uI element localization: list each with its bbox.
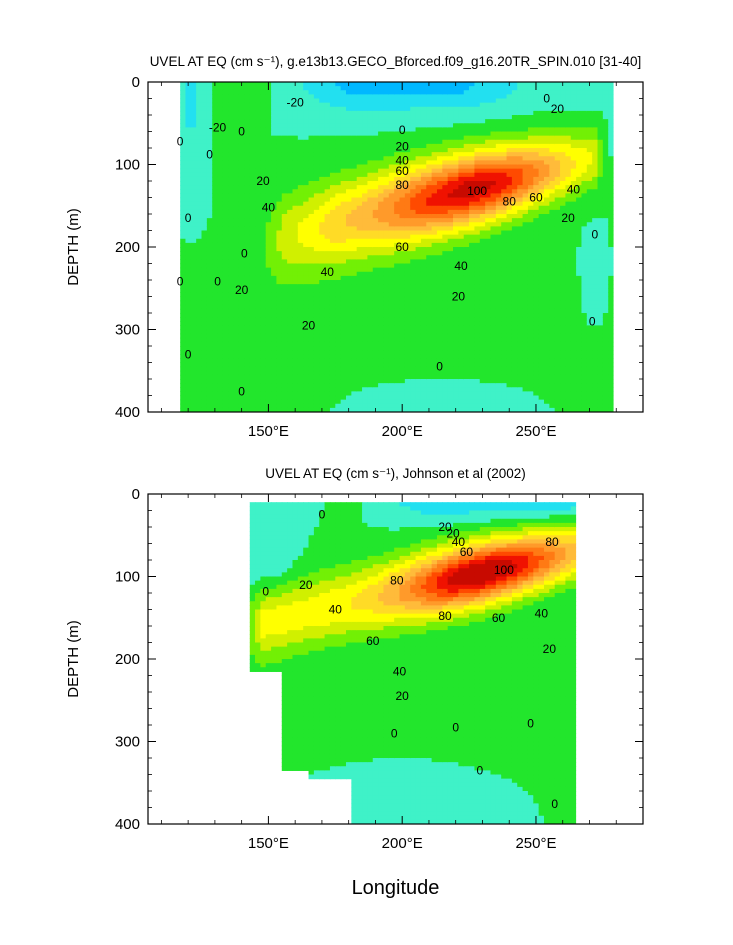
- y-tick-label: 0: [132, 74, 140, 91]
- contour-label: 80: [545, 535, 559, 549]
- contour-label: 20: [299, 578, 313, 592]
- contour-label: 0: [527, 716, 534, 730]
- contour-label: 0: [391, 726, 398, 740]
- contour-label: 40: [262, 200, 276, 214]
- contour-label: 80: [503, 195, 517, 209]
- contour-label: 20: [256, 174, 270, 188]
- y-tick-label: 100: [115, 569, 140, 586]
- contour-label: 20: [396, 139, 410, 153]
- x-tick-label: 250°E: [515, 423, 556, 440]
- contour-label: 40: [396, 153, 410, 167]
- contour-label: 100: [494, 563, 514, 577]
- contour-label: 20: [543, 642, 557, 656]
- y-tick-label: 400: [115, 404, 140, 421]
- contour-label: -20: [209, 120, 227, 134]
- y-tick-label: 200: [115, 651, 140, 668]
- contour-label: 0: [185, 347, 192, 361]
- contour-label: 60: [396, 240, 410, 254]
- contour-label: 60: [460, 545, 474, 559]
- x-tick-label: 200°E: [382, 835, 423, 852]
- x-tick-label: 150°E: [248, 423, 289, 440]
- contour-label: 20: [438, 520, 452, 534]
- contour-label: 0: [476, 763, 483, 777]
- panel-observations: UVEL AT EQ (cm s⁻¹), Johnson et al (2002…: [65, 466, 644, 899]
- x-axis-label: Longitude: [352, 877, 440, 899]
- contour-label: 40: [393, 664, 407, 678]
- contour-label: 0: [185, 211, 192, 225]
- contour-label: 0: [399, 123, 406, 137]
- contour-fill: [249, 502, 577, 824]
- contour-label: 0: [241, 247, 248, 261]
- contour-label: 0: [262, 584, 269, 598]
- contour-label: 20: [235, 283, 249, 297]
- contour-label: 100: [467, 184, 487, 198]
- contour-label: 40: [452, 535, 466, 549]
- contour-label: 40: [329, 603, 343, 617]
- contour-label: 0: [551, 797, 558, 811]
- contour-label: 80: [438, 609, 452, 623]
- contour-label: 0: [319, 508, 326, 522]
- contour-label: 60: [396, 164, 410, 178]
- contour-label: 80: [396, 178, 410, 192]
- contour-label: 0: [543, 92, 550, 106]
- x-tick-label: 150°E: [248, 835, 289, 852]
- contour-label: 80: [390, 574, 404, 588]
- contour-label: 20: [446, 527, 460, 541]
- y-tick-label: 100: [115, 157, 140, 174]
- contour-label: 20: [561, 211, 575, 225]
- x-tick-label: 200°E: [382, 423, 423, 440]
- contour-label: 60: [529, 191, 543, 205]
- y-axis-label: DEPTH (m): [65, 208, 82, 286]
- contour-label: 0: [436, 360, 443, 374]
- contour-label: 20: [302, 318, 316, 332]
- contour-label: 20: [452, 290, 466, 304]
- y-tick-label: 200: [115, 239, 140, 256]
- y-tick-label: 300: [115, 734, 140, 751]
- y-axis-label: DEPTH (m): [65, 620, 82, 698]
- y-tick-label: 300: [115, 322, 140, 339]
- contour-label: 0: [452, 720, 459, 734]
- contour-label: 0: [177, 134, 184, 148]
- contour-label: 40: [535, 607, 549, 621]
- contour-label: 40: [454, 259, 468, 273]
- chart-title: UVEL AT EQ (cm s⁻¹), g.e13b13.GECO_Bforc…: [150, 54, 642, 69]
- contour-label: 0: [238, 384, 245, 398]
- contour-label: -20: [286, 96, 304, 110]
- contour-label: 0: [591, 228, 598, 242]
- contour-label: 0: [206, 148, 213, 162]
- contour-label: 40: [321, 265, 335, 279]
- contour-label: 0: [589, 314, 596, 328]
- contour-label: 0: [177, 275, 184, 289]
- contour-label: 40: [567, 182, 581, 196]
- x-tick-label: 250°E: [515, 835, 556, 852]
- contour-label: 60: [366, 634, 380, 648]
- panel-model: UVEL AT EQ (cm s⁻¹), g.e13b13.GECO_Bforc…: [65, 54, 644, 440]
- y-tick-label: 400: [115, 816, 140, 833]
- contour-label: 20: [396, 689, 410, 703]
- contour-label: 20: [551, 102, 565, 116]
- y-tick-label: 0: [132, 486, 140, 503]
- contour-label: 0: [238, 125, 245, 139]
- contour-label: 0: [214, 275, 221, 289]
- contour-label: 60: [492, 611, 506, 625]
- chart-title: UVEL AT EQ (cm s⁻¹), Johnson et al (2002…: [265, 466, 525, 481]
